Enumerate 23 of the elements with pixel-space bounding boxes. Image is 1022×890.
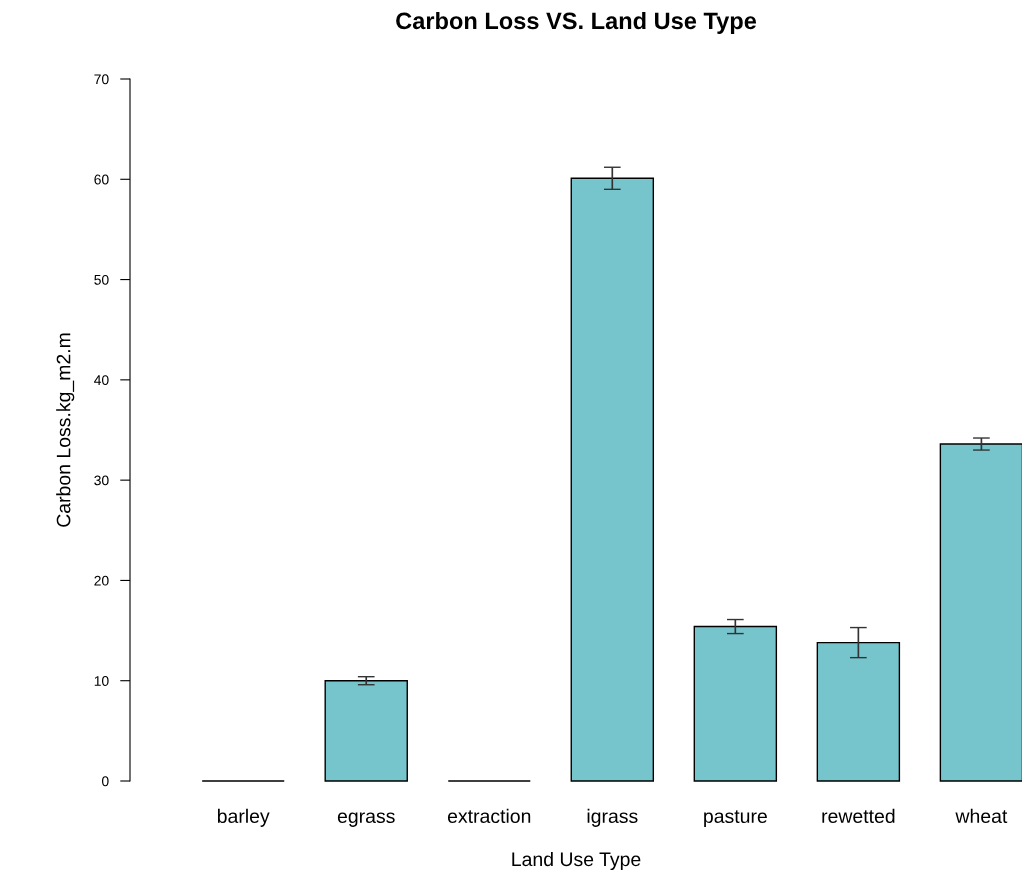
y-tick-label: 10 bbox=[94, 676, 109, 686]
x-tick-label: rewetted bbox=[822, 808, 895, 824]
x-tick-label: extraction bbox=[447, 808, 531, 824]
x-tick-label: pasture bbox=[704, 810, 767, 827]
bar bbox=[693, 625, 778, 782]
x-axis-title: Land Use Type bbox=[512, 851, 641, 871]
x-tick-label: egrass bbox=[337, 812, 395, 827]
y-tick-label: 70 bbox=[94, 74, 109, 85]
y-tick-label: 40 bbox=[94, 375, 109, 386]
y-axis-title: Carbon Loss.kg_m2.m bbox=[56, 333, 75, 527]
x-tick-label: igrass bbox=[587, 808, 638, 827]
y-tick-label: 50 bbox=[94, 274, 109, 285]
y-tick-label: 60 bbox=[94, 174, 109, 185]
x-tick-label: wheat bbox=[955, 808, 1008, 824]
chart-title: Carbon Loss VS. Land Use Type bbox=[396, 11, 757, 34]
y-tick-label: 0 bbox=[101, 776, 109, 787]
bar bbox=[570, 177, 655, 782]
x-tick-label: barley bbox=[217, 808, 270, 827]
y-tick-label: 30 bbox=[94, 475, 109, 486]
bar bbox=[939, 443, 1022, 782]
bar bbox=[324, 680, 408, 782]
y-tick-label: 20 bbox=[94, 575, 109, 586]
bar bbox=[816, 641, 901, 782]
